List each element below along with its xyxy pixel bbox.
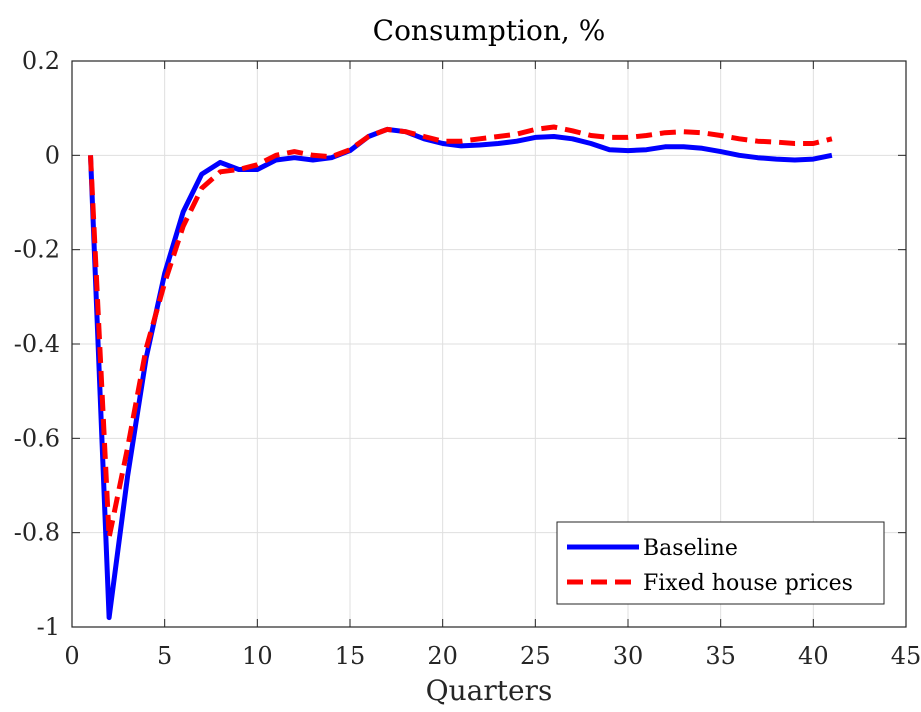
x-axis-label: Quarters	[426, 674, 553, 707]
x-tick-label: 25	[520, 642, 551, 670]
ticks	[71, 60, 907, 628]
x-tick-label: 40	[798, 642, 829, 670]
x-tick-label: 10	[242, 642, 273, 670]
x-tick-label: 45	[891, 642, 921, 670]
x-tick-label: 15	[335, 642, 366, 670]
x-tick-label: 30	[613, 642, 644, 670]
y-tick-label: -0.2	[14, 236, 60, 264]
x-tick-label: 0	[64, 642, 79, 670]
series-line-fixed-house-prices	[88, 124, 833, 540]
legend-label-baseline: Baseline	[643, 536, 738, 561]
x-tick-label: 35	[705, 642, 736, 670]
legend-label-fixed-house-prices: Fixed house prices	[643, 571, 853, 596]
y-tick-label: 0	[45, 141, 60, 169]
series-line-baseline	[88, 126, 833, 621]
x-tick-label: 20	[427, 642, 458, 670]
y-tick-label: 0.2	[22, 47, 60, 75]
y-tick-label: -1	[37, 613, 60, 641]
tick-labels: 0 5 10 15 20 25 30 35 40 45 -1 -0.8 -0.6 -0.4 -0.2 0 0.2	[14, 47, 921, 670]
legend-box	[556, 521, 885, 605]
legend: Baseline Fixed house prices	[556, 521, 885, 605]
y-tick-label: -0.4	[14, 330, 60, 358]
y-tick-label: -0.8	[14, 519, 60, 547]
chart-title: Consumption, %	[373, 14, 606, 47]
y-tick-label: -0.6	[14, 424, 60, 452]
series-layer	[88, 124, 833, 621]
x-tick-label: 5	[157, 642, 172, 670]
